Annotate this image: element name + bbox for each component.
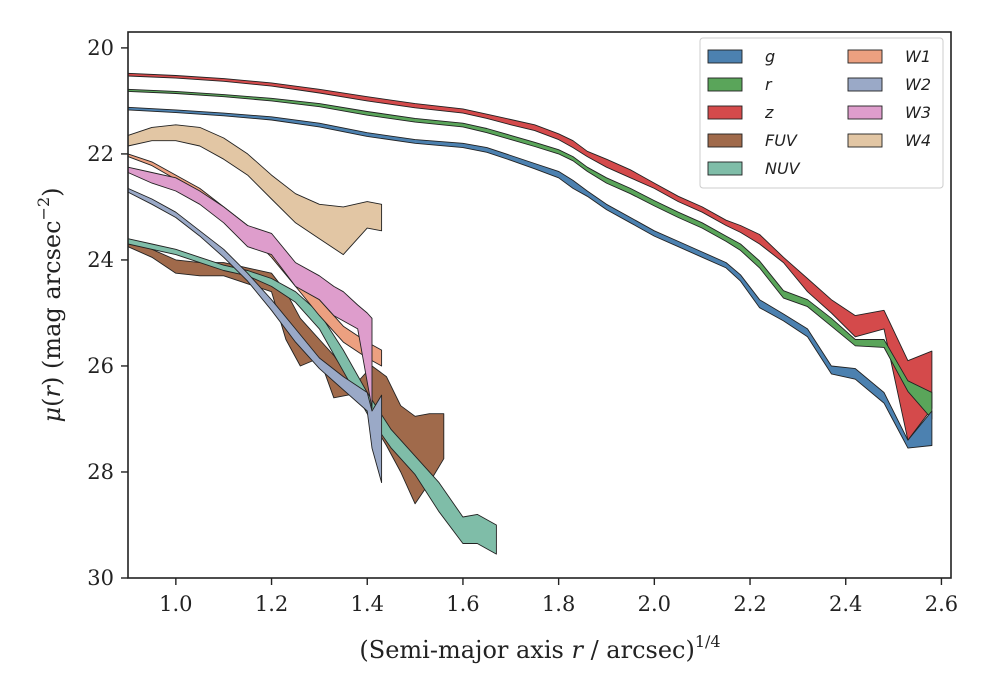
legend-box — [699, 37, 944, 189]
band-W4 — [127, 124, 383, 256]
x-axis-label: (Semi-major axis r / arcsec)1/4 — [359, 632, 720, 664]
legend-swatch-W2 — [847, 77, 883, 92]
legend-label-W2: W2 — [905, 75, 931, 94]
chart-bands — [127, 72, 933, 555]
band-FUV — [127, 240, 445, 505]
x-tick-label: 2.2 — [733, 592, 766, 616]
x-tick-label: 2.6 — [925, 592, 958, 616]
band-NUV — [127, 238, 497, 555]
y-axis-label: μ(r) (mag arcsec−2) — [34, 187, 66, 422]
y-tick-label: 28 — [87, 460, 114, 484]
x-tick-label: 1.2 — [255, 592, 288, 616]
y-axis-label-unit: ) (mag arcsec — [38, 220, 66, 386]
legend-label-W4: W4 — [905, 131, 931, 150]
legend-label-FUV: FUV — [765, 131, 798, 150]
x-axis-label-main: (Semi-major axis — [359, 636, 571, 664]
legend-swatch-z — [707, 105, 743, 120]
chart-axes — [127, 31, 952, 579]
legend-swatch-r — [707, 77, 743, 92]
legend: grz FUV NUV W1 W2 W3 W4 — [699, 37, 944, 189]
y-tick-label: 20 — [87, 36, 114, 60]
band-W2 — [127, 187, 383, 484]
y-axis-label-var: r — [38, 385, 66, 398]
legend-label-NUV: NUV — [765, 159, 801, 178]
y-tick-label: 26 — [87, 354, 114, 378]
y-axis-label-close: ) — [38, 187, 66, 196]
x-tick-label: 2.0 — [638, 592, 671, 616]
band-g — [127, 106, 933, 449]
legend-label-g: g — [765, 47, 775, 66]
y-tick-label: 30 — [87, 566, 114, 590]
legend-label-r: r — [765, 75, 773, 94]
plot-frame — [127, 31, 952, 579]
x-tick-label: 1.8 — [542, 592, 575, 616]
legend-label-z: z — [764, 103, 774, 122]
y-tick-label: 24 — [87, 248, 114, 272]
y-axis-label-paren: ( — [38, 398, 66, 407]
legend-label-W3: W3 — [905, 103, 931, 122]
band-W3 — [127, 166, 373, 409]
legend-swatch-FUV — [707, 133, 743, 148]
chart-ticks: 1.0 1.2 1.4 1.6 1.8 2.0 2.2 2.4 2.6 20 22 24 26 28 30 — [87, 36, 958, 616]
x-tick-label: 1.6 — [446, 592, 479, 616]
legend-swatch-g — [707, 49, 743, 64]
x-axis-label-unit: / arcsec) — [583, 636, 695, 664]
x-axis-label-var: r — [571, 636, 584, 664]
legend-swatch-W4 — [847, 133, 883, 148]
legend-swatch-W1 — [847, 49, 883, 64]
x-tick-label: 2.4 — [829, 592, 862, 616]
legend-label-W1: W1 — [905, 47, 931, 66]
y-tick-label: 22 — [87, 142, 114, 166]
y-axis-label-mu: μ — [38, 407, 66, 423]
x-tick-label: 1.4 — [351, 592, 384, 616]
y-axis-label-exp: −2 — [34, 197, 53, 221]
x-tick-label: 1.0 — [159, 592, 192, 616]
legend-swatch-NUV — [707, 161, 743, 176]
x-axis-label-exp: 1/4 — [695, 632, 721, 651]
legend-swatch-W3 — [847, 105, 883, 120]
